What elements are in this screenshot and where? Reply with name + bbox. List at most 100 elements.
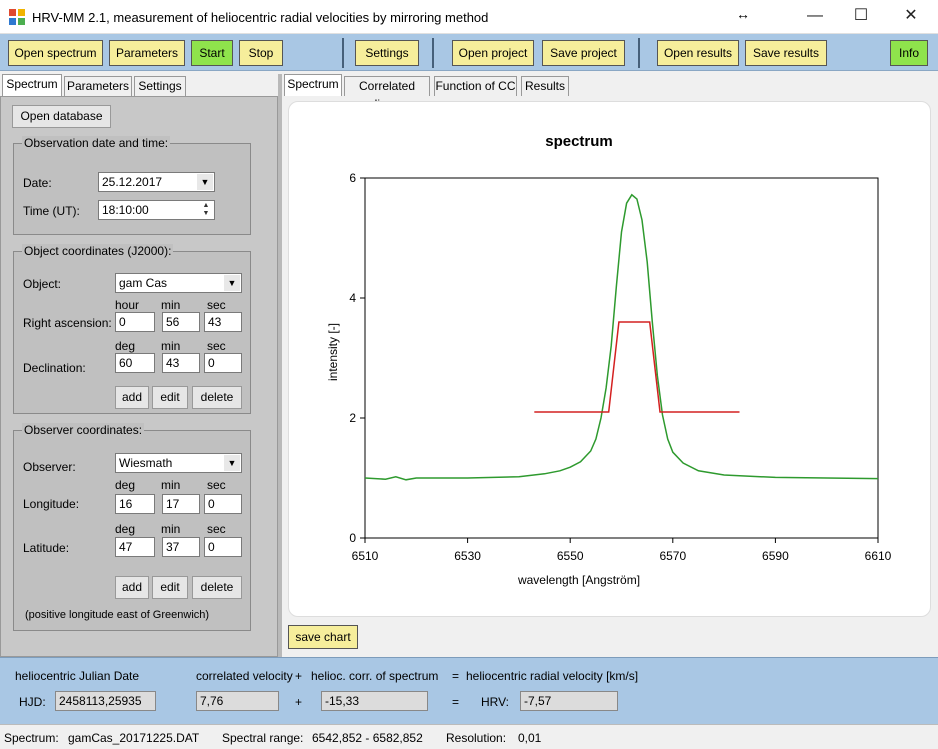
observer-group-title: Observer coordinates: <box>22 423 145 437</box>
right-panel: Spectrum Correlated lines Function of CC… <box>282 74 938 657</box>
observer-delete-button[interactable]: delete <box>192 576 242 599</box>
dec-header-min: min <box>161 339 181 353</box>
object-label: Object: <box>23 277 62 291</box>
hjd-label: HJD: <box>19 695 46 709</box>
toolbar-separator <box>342 38 344 68</box>
object-select[interactable]: gam Cas ▼ <box>115 273 242 293</box>
x-tick-label: 6610 <box>865 549 892 563</box>
ra-min-field[interactable]: 56 <box>162 312 200 332</box>
lon-min-field[interactable]: 17 <box>162 494 200 514</box>
status-spectrum-file: gamCas_20171225.DAT <box>68 731 200 745</box>
x-axis-label: wavelength [Angström] <box>517 573 640 587</box>
date-picker[interactable]: 25.12.2017 ▼ <box>98 172 215 192</box>
velocity-panel: heliocentric Julian Date correlated velo… <box>0 657 938 724</box>
observer-edit-button[interactable]: edit <box>152 576 188 599</box>
correlated-velocity-field[interactable]: 7,76 <box>196 691 279 711</box>
save-results-button[interactable]: Save results <box>745 40 827 66</box>
hrv-field[interactable]: -7,57 <box>520 691 618 711</box>
chevron-down-icon[interactable]: ▼ <box>197 174 213 190</box>
hrv-caption: heliocentric radial velocity [km/s] <box>466 669 639 683</box>
open-project-button[interactable]: Open project <box>452 40 534 66</box>
status-range-value: 6542,852 - 6582,852 <box>312 731 423 745</box>
y-tick-label: 6 <box>349 171 356 185</box>
spectrum-chart: spectrum 6510 6530 6550 6570 6590 6610 0 2 4 6 wa… <box>326 133 892 587</box>
hjd-field[interactable]: 2458113,25935 <box>55 691 156 711</box>
chevron-down-icon[interactable]: ▼ <box>224 275 240 291</box>
longitude-note: (positive longitude east of Greenwich) <box>25 609 210 621</box>
status-resolution-label: Resolution: <box>446 731 507 745</box>
start-button[interactable]: Start <box>191 40 233 66</box>
x-tick-label: 6510 <box>352 549 379 563</box>
observer-group: Observer coordinates: Observer: Wiesmath… <box>13 423 251 631</box>
status-resolution-value: 0,01 <box>518 731 542 745</box>
tab-settings[interactable]: Settings <box>134 76 186 96</box>
save-project-button[interactable]: Save project <box>542 40 625 66</box>
latitude-label: Latitude: <box>23 541 70 555</box>
dec-min-field[interactable]: 43 <box>162 353 200 373</box>
y-axis-label: intensity [-] <box>326 323 340 381</box>
helioc-corr-field[interactable]: -15,33 <box>321 691 428 711</box>
lon-sec-field[interactable]: 0 <box>204 494 242 514</box>
dec-deg-field[interactable]: 60 <box>115 353 155 373</box>
lon-header-sec: sec <box>207 478 226 492</box>
lat-sec-field[interactable]: 0 <box>204 537 242 557</box>
tab-results[interactable]: Results <box>521 76 569 96</box>
lon-header-deg: deg <box>115 478 136 492</box>
stop-button[interactable]: Stop <box>239 40 283 66</box>
x-tick-label: 6530 <box>454 549 481 563</box>
ra-sec-field[interactable]: 43 <box>204 312 242 332</box>
observer-select[interactable]: Wiesmath ▼ <box>115 453 242 473</box>
chart-area: spectrum 6510 6530 6550 6570 6590 6610 0 2 4 6 wa… <box>288 101 931 617</box>
time-field[interactable]: 18:10:00 ▲ ▼ <box>98 200 215 220</box>
spectrum-series-line <box>364 193 879 481</box>
object-delete-button[interactable]: delete <box>192 386 242 409</box>
save-chart-button[interactable]: save chart <box>288 625 358 649</box>
observer-label: Observer: <box>23 460 76 474</box>
object-group: Object coordinates (J2000): Object: gam … <box>13 244 251 414</box>
tab-spectrum-chart[interactable]: Spectrum <box>284 74 342 96</box>
equals-sign: = <box>452 695 460 709</box>
lon-header-min: min <box>161 478 181 492</box>
chevron-down-icon[interactable]: ▼ <box>224 455 240 471</box>
info-button[interactable]: Info <box>890 40 928 66</box>
object-group-title: Object coordinates (J2000): <box>22 244 174 258</box>
ra-header-min: min <box>161 298 181 312</box>
object-edit-button[interactable]: edit <box>152 386 188 409</box>
tab-function-of-cc[interactable]: Function of CC <box>434 76 517 96</box>
close-button[interactable]: ✕ <box>904 7 918 24</box>
object-add-button[interactable]: add <box>115 386 149 409</box>
hrv-label: HRV: <box>481 695 510 709</box>
open-spectrum-button[interactable]: Open spectrum <box>8 40 103 66</box>
lat-header-deg: deg <box>115 522 136 536</box>
panel-splitter[interactable] <box>278 74 282 657</box>
settings-button[interactable]: Settings <box>355 40 419 66</box>
lat-deg-field[interactable]: 47 <box>115 537 155 557</box>
hjd-caption: heliocentric Julian Date <box>15 669 140 683</box>
tab-spectrum[interactable]: Spectrum <box>2 74 62 96</box>
lon-deg-field[interactable]: 16 <box>115 494 155 514</box>
status-range-label: Spectral range: <box>222 731 304 745</box>
dec-sec-field[interactable]: 0 <box>204 353 242 373</box>
lat-min-field[interactable]: 37 <box>162 537 200 557</box>
toolbar-separator <box>432 38 434 68</box>
mirror-series-line <box>534 321 740 413</box>
parameters-button[interactable]: Parameters <box>109 40 185 66</box>
ra-header-sec: sec <box>207 298 226 312</box>
open-results-button[interactable]: Open results <box>657 40 739 66</box>
tab-parameters[interactable]: Parameters <box>64 76 132 96</box>
x-tick-label: 6590 <box>762 549 789 563</box>
maximize-button[interactable]: ☐ <box>853 7 869 24</box>
date-label: Date: <box>23 176 52 190</box>
spinner-icon[interactable]: ▲ ▼ <box>202 202 210 217</box>
time-label: Time (UT): <box>23 204 80 218</box>
equals-sign: = <box>452 669 460 683</box>
tab-correlated-lines[interactable]: Correlated lines <box>344 76 430 111</box>
observation-group-title: Observation date and time: <box>22 136 171 150</box>
minimize-button[interactable]: — <box>807 7 823 24</box>
open-database-button[interactable]: Open database <box>12 105 111 128</box>
status-spectrum-label: Spectrum: <box>4 731 59 745</box>
observer-add-button[interactable]: add <box>115 576 149 599</box>
spectrum-tab-body: Open database Observation date and time:… <box>0 96 278 657</box>
ra-hour-field[interactable]: 0 <box>115 312 155 332</box>
right-tab-strip: Spectrum Correlated lines Function of CC… <box>284 74 934 111</box>
